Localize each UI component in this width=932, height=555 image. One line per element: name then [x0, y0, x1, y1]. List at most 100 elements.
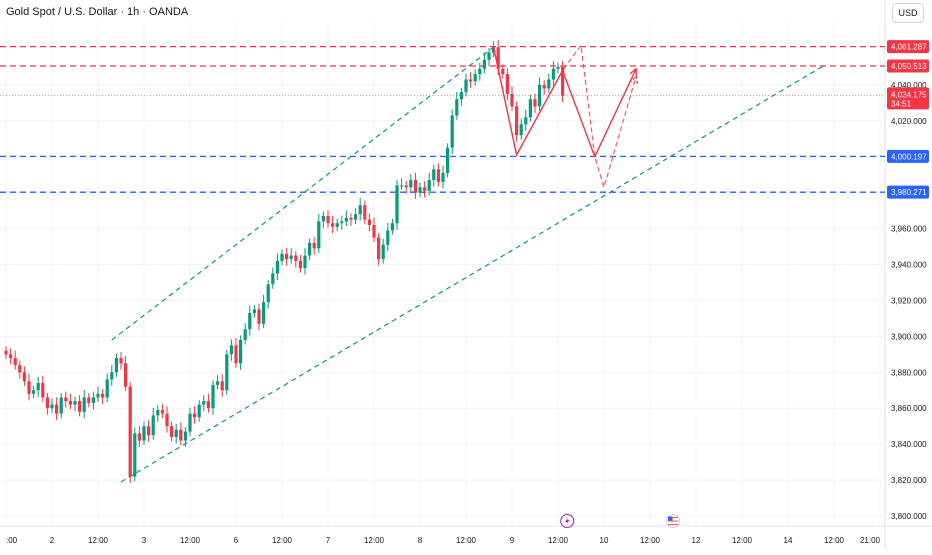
x-tick-label: 21:00: [860, 536, 881, 545]
candle-body: [561, 66, 565, 96]
candle-body: [473, 74, 477, 82]
candle-body: [156, 410, 160, 416]
x-tick-label: 9: [510, 536, 515, 545]
candle-body: [78, 401, 82, 412]
candle-body: [510, 93, 514, 107]
candle-body: [239, 339, 243, 364]
channel-upper-line: [111, 46, 494, 341]
candle-body: [41, 383, 45, 398]
candle-body: [542, 84, 546, 89]
candle-body: [308, 242, 312, 256]
candle-body: [395, 185, 399, 224]
lightning-bolt: [565, 517, 570, 525]
x-tick-label: 12:00: [824, 536, 845, 545]
candle-body: [114, 357, 118, 373]
x-tick-label: 10: [600, 536, 609, 545]
candle-body: [119, 357, 123, 364]
candle-body: [400, 185, 404, 187]
y-tick-label: 4,040.000: [891, 81, 927, 90]
candle-body: [436, 169, 440, 182]
candle-body: [50, 404, 54, 409]
price-level-tag: [887, 185, 929, 199]
candle-body: [358, 205, 362, 215]
candle-body: [188, 413, 192, 432]
candle-body: [151, 415, 155, 436]
candle-body: [257, 309, 261, 324]
y-tick-label: 3,940.000: [891, 261, 927, 270]
price-level-tag: [887, 59, 929, 73]
countdown-label: 34:51: [891, 99, 912, 108]
candle-body: [137, 433, 141, 441]
candle-body: [165, 413, 169, 427]
current-price-label: 4,034.175: [891, 90, 927, 99]
candle-body: [248, 313, 252, 330]
candle-body: [36, 383, 40, 391]
candle-body: [55, 404, 59, 414]
currency-button[interactable]: USD: [892, 3, 924, 23]
price-level-label: 4,050.513: [891, 62, 927, 71]
x-tick-label: 12:00: [180, 536, 201, 545]
candle-body: [133, 433, 137, 477]
candle-body: [556, 66, 560, 69]
candle-body: [464, 79, 468, 93]
candle-body: [294, 255, 298, 261]
candle-body: [496, 47, 500, 69]
candle-body: [377, 237, 381, 260]
candle-body: [367, 219, 371, 225]
candle-body: [18, 365, 22, 373]
candle-body: [27, 381, 31, 394]
candle-body: [234, 345, 238, 364]
candle-body: [197, 404, 201, 418]
candle-body: [64, 397, 68, 402]
candle-body: [551, 68, 555, 80]
candle-body: [390, 223, 394, 231]
candle-body: [372, 224, 376, 238]
candle-body: [4, 350, 8, 355]
x-tick-label: 12:00: [732, 536, 753, 545]
candle-body: [317, 221, 321, 249]
candle-body: [124, 363, 128, 387]
candle-body: [142, 426, 146, 441]
candle-body: [344, 217, 348, 222]
projection-arrowhead-solid: [629, 67, 637, 77]
candle-body: [174, 429, 178, 437]
projection-path-dashed: [493, 43, 637, 190]
candle-body: [487, 52, 491, 60]
y-tick-label: 4,020.000: [891, 117, 927, 126]
candle-body: [243, 329, 247, 340]
candle-body: [501, 68, 505, 75]
candle-body: [446, 147, 450, 173]
candle-body: [413, 180, 417, 193]
x-tick-label: 14: [784, 536, 793, 545]
price-level-tag: [887, 149, 929, 163]
price-level-label: 4,000.197: [891, 152, 927, 161]
candle-body: [335, 223, 339, 227]
flag-stripe: [668, 524, 678, 526]
channel-lower-line: [120, 64, 826, 483]
candle-body: [73, 401, 77, 405]
flag-stripe: [668, 522, 678, 524]
y-tick-label: 3,900.000: [891, 332, 927, 341]
candle-body: [110, 372, 114, 380]
candle-body: [363, 205, 367, 220]
candle-body: [331, 223, 335, 227]
candle-body: [271, 273, 275, 285]
candle-body: [524, 117, 528, 125]
candle-body: [275, 260, 279, 274]
candle-body: [298, 260, 302, 269]
candle-body: [538, 84, 542, 107]
y-tick-label: 3,880.000: [891, 368, 927, 377]
x-tick-label: 12:00: [640, 536, 661, 545]
price-level-label: 3,980.271: [891, 188, 927, 197]
candle-body: [450, 115, 454, 148]
projection-path-solid: [492, 47, 637, 159]
candle-body: [409, 180, 413, 188]
candle-body: [349, 217, 353, 220]
x-tick-label: :00: [6, 536, 18, 545]
y-tick-label: 3,920.000: [891, 296, 927, 305]
candle-body: [183, 431, 187, 441]
y-tick-label: 3,860.000: [891, 404, 927, 413]
flag-stripe: [668, 517, 678, 518]
